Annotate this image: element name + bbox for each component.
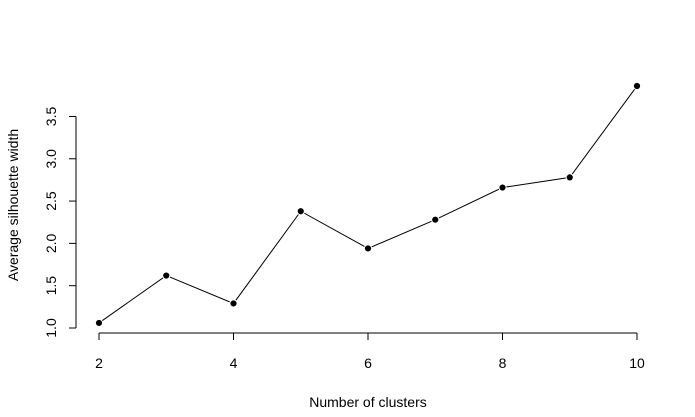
y-tick-label: 3.0 [43,149,59,169]
x-tick-label: 2 [95,355,103,371]
data-point [296,207,305,216]
x-tick-label: 6 [364,355,372,371]
x-tick-label: 8 [499,355,507,371]
y-tick-label: 2.5 [43,191,59,211]
y-tick-label: 1.5 [43,276,59,296]
data-point [229,299,238,308]
series-line [98,85,638,324]
data-point [431,215,440,224]
x-tick-label: 10 [629,355,645,371]
data-point [498,183,507,192]
y-axis: 1.0 1.5 2.0 2.5 3.0 3.5 [43,107,77,338]
x-axis: 2 4 6 8 10 [95,332,645,371]
y-tick-label: 2.0 [43,233,59,253]
data-point [565,173,574,182]
x-tick-label: 4 [230,355,238,371]
data-point [162,271,171,280]
series-group [94,81,642,328]
data-point [632,81,642,91]
y-axis-label: Average silhouette width [5,129,21,281]
y-tick-label: 3.5 [43,107,59,127]
y-tick-label: 1.0 [43,318,59,338]
data-point [363,244,373,253]
data-point [94,318,104,328]
x-axis-label: Number of clusters [309,394,426,410]
